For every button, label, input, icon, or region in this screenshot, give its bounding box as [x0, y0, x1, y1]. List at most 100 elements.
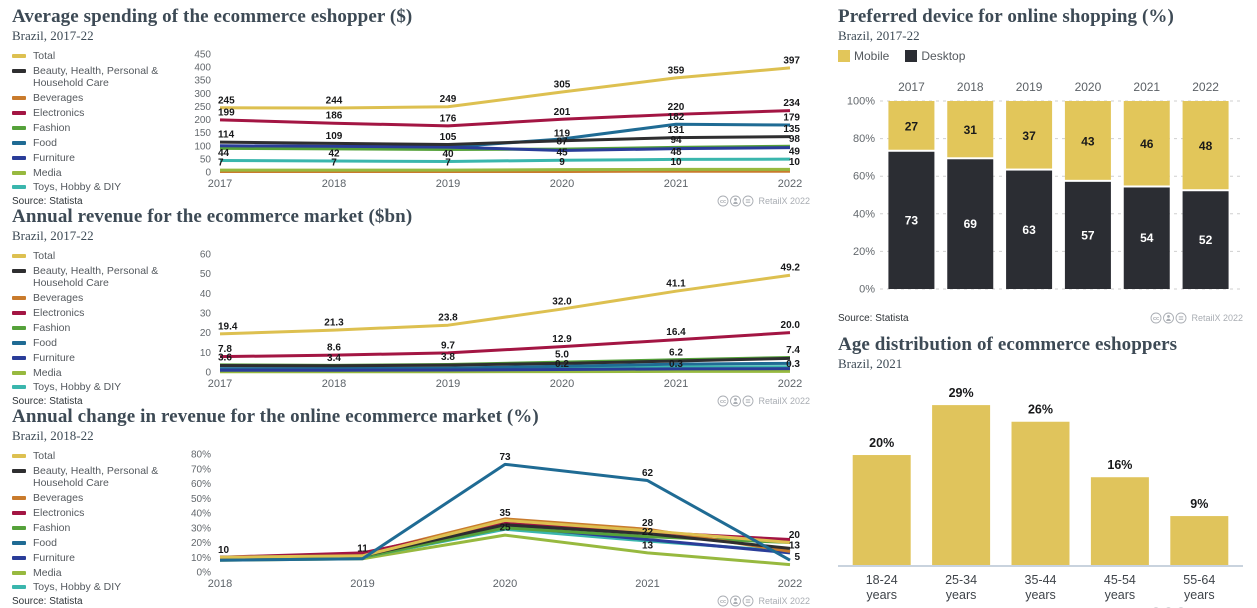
chart-card-annual-revenue: Annual revenue for the ecommerce market …	[12, 206, 818, 407]
legend-swatch	[12, 185, 26, 190]
chart-text: 12.9	[552, 334, 572, 345]
legend-item: Fashion	[12, 322, 176, 334]
chart-card-age-distribution: Age distribution of ecommerce eshoppers …	[838, 334, 1243, 608]
legend-label: Electronics	[33, 307, 85, 319]
chart-title: Annual revenue for the ecommerce market …	[12, 206, 413, 227]
chart-text: 26%	[1028, 403, 1053, 417]
legend-swatch	[12, 511, 26, 515]
legend-swatch	[12, 585, 26, 590]
chart-text: 98	[789, 134, 801, 145]
chart-text: 200	[194, 115, 211, 126]
legend-swatch	[12, 385, 26, 390]
legend-label: Beauty, Health, Personal & Household Car…	[33, 64, 159, 90]
legend-swatch	[12, 525, 26, 530]
legend-item: Food	[12, 337, 176, 349]
line-chart-plot: 0 50 100 150 200 250 300 350 400 450 2017 2018 2019 2…	[176, 44, 818, 197]
chart-text: 62	[642, 468, 654, 479]
legend-item: Beauty, Health, Personal & Household Car…	[12, 65, 176, 90]
legend-swatch	[12, 311, 26, 315]
chart-text: 46	[1140, 137, 1154, 151]
legend-swatch	[12, 570, 26, 575]
bar-age-group	[932, 405, 991, 566]
legend-label: Beverages	[33, 292, 84, 305]
chart-text: 10	[218, 545, 230, 556]
chart-text: 20%	[869, 436, 894, 450]
bar-mobile	[1182, 101, 1229, 190]
legend-item: Fashion	[12, 122, 176, 134]
legend-item: Beauty, Health, Personal & Household Car…	[12, 265, 176, 290]
legend-item: Media	[12, 167, 176, 179]
chart-text: 60	[200, 250, 212, 261]
legend-swatch	[12, 111, 26, 115]
chart-text: 94	[670, 135, 682, 146]
chart-text: 150	[194, 128, 211, 139]
chart-footer: Source: Statista cc RetailX 2022	[12, 195, 818, 207]
line-chart-svg: 0 10 20 30 40 50 60 2017 2018 2019 2020 2021 2022 0.2…	[200, 250, 802, 391]
legend-swatch	[12, 125, 26, 130]
chart-text: 6.2	[669, 347, 683, 358]
attribution: cc RetailX 2022	[717, 595, 810, 607]
chart-text: 7.8	[218, 344, 232, 355]
chart-text: 40%	[853, 208, 875, 220]
chart-text: 7	[445, 158, 451, 169]
bar-age-group	[852, 455, 911, 566]
legend-swatch	[12, 140, 26, 145]
legend-swatch	[12, 170, 26, 175]
attribution-label: RetailX 2022	[1191, 313, 1243, 323]
legend-label: Media	[33, 366, 62, 379]
chart-text: 244	[326, 96, 343, 107]
chart-title: Average spending of the ecommerce eshopp…	[12, 6, 413, 27]
legend-swatch	[12, 96, 26, 101]
legend-label: Fashion	[33, 521, 71, 534]
chart-card-annual-change: Annual change in revenue for the online …	[12, 406, 818, 607]
chart-text: 2020	[493, 578, 517, 590]
chart-text: 10%	[191, 553, 211, 564]
line-series-beauty-health-personal-household-care	[219, 135, 791, 146]
cc-license-icons: cc	[718, 395, 754, 407]
chart-text: 245	[218, 95, 235, 106]
chart-text: 45-54	[1104, 573, 1136, 587]
line-series-electronics	[219, 109, 791, 128]
chart-text: 10	[670, 157, 682, 168]
legend-label: Electronics	[33, 507, 85, 519]
chart-text: 7	[218, 158, 224, 169]
chart-text: 13	[789, 540, 801, 551]
line-series-beauty-health-personal-household-care	[219, 356, 791, 368]
chart-text: 44	[218, 148, 230, 159]
bar-age-group	[1170, 516, 1229, 566]
line-series-food	[219, 462, 791, 562]
chart-text: 179	[783, 113, 800, 124]
chart-text: 69	[964, 217, 978, 231]
legend-label: Toys, Hobby & DIY	[33, 181, 122, 194]
chart-text: 10	[789, 157, 801, 168]
legend-swatch	[12, 54, 26, 58]
chart-text: 100%	[847, 96, 875, 108]
cc-license-icons: cc	[1151, 312, 1187, 324]
chart-text: 20	[789, 530, 801, 541]
chart-text: 40%	[191, 509, 211, 520]
chart-text: years	[946, 588, 977, 602]
chart-text: 201	[554, 107, 571, 118]
chart-text: 9.7	[441, 340, 455, 351]
legend-swatch	[905, 50, 918, 62]
chart-text: 2019	[1016, 80, 1043, 94]
bar-mobile	[947, 101, 994, 158]
chart-text: 18-24	[866, 573, 898, 587]
chart-text: 100	[194, 141, 211, 152]
chart-text: 176	[440, 113, 457, 124]
legend-label: Total	[33, 450, 56, 462]
attribution-label: RetailX 2022	[758, 196, 810, 206]
chart-subtitle: Brazil, 2018-22	[12, 428, 94, 443]
chart-text: 50	[200, 269, 212, 280]
chart-text: 2019	[350, 578, 374, 590]
chart-text: 2018	[322, 178, 346, 190]
chart-text: 131	[668, 125, 685, 136]
legend-item: Media	[12, 567, 176, 579]
chart-text: 43	[1081, 134, 1095, 148]
chart-text: 2018	[957, 80, 984, 94]
chart-text: 40	[200, 289, 212, 300]
chart-text: 87	[556, 137, 568, 148]
line-series-electronics	[219, 331, 791, 359]
line-series-furniture	[219, 144, 791, 152]
